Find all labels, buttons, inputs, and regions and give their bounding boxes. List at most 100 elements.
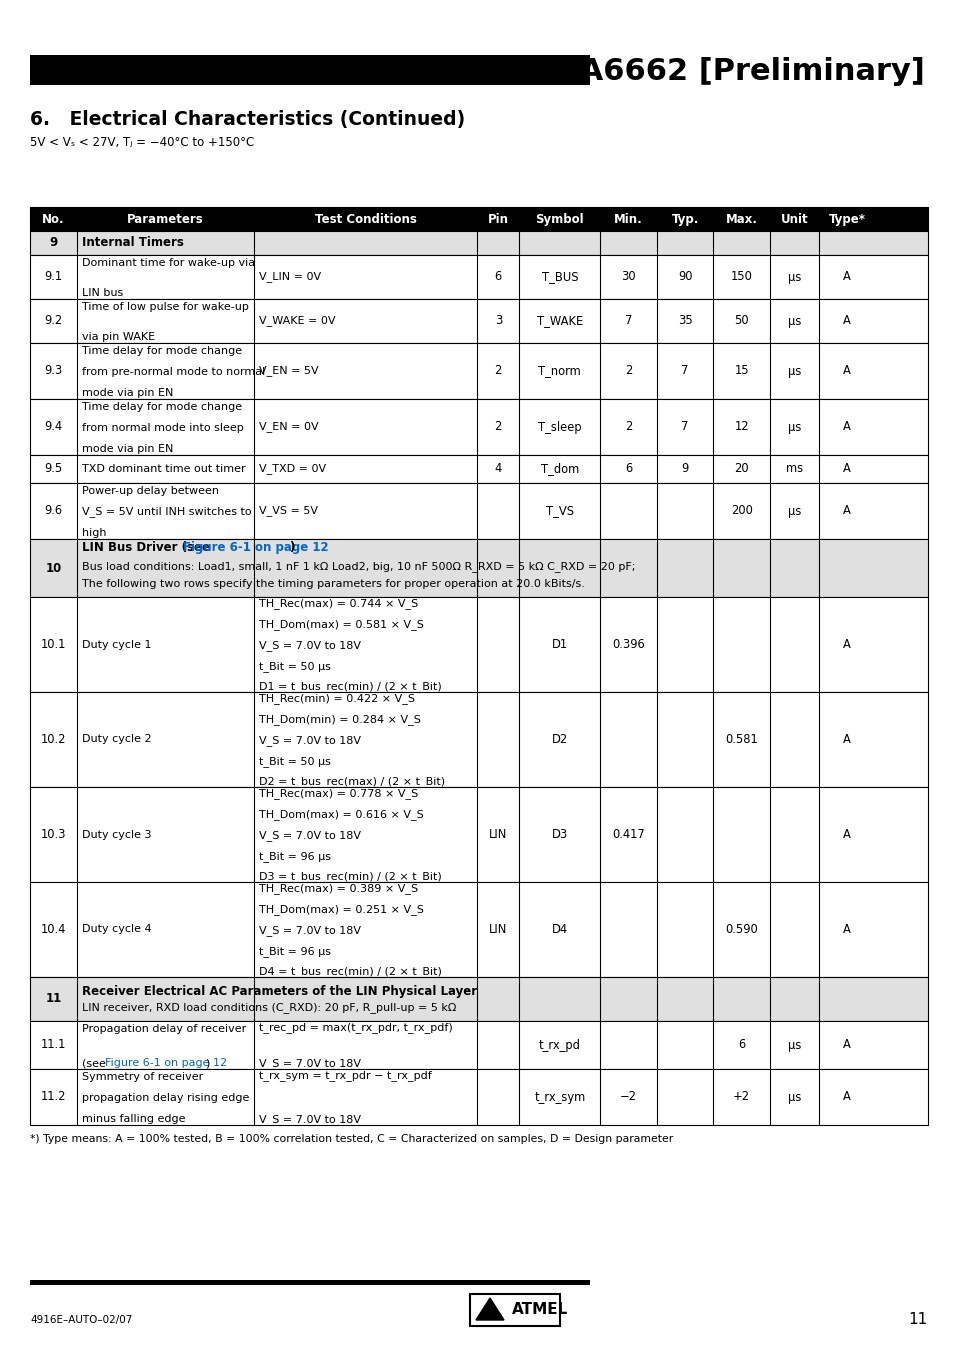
Text: LIN bus: LIN bus [82,288,123,299]
Text: A: A [842,1039,850,1051]
Text: V_S = 7.0V to 18V: V_S = 7.0V to 18V [259,735,361,746]
Bar [30,255,927,299]
Text: Duty cycle 4: Duty cycle 4 [82,924,152,935]
Text: 3: 3 [494,315,501,327]
Text: mode via pin EN: mode via pin EN [82,444,172,454]
Bar [30,882,927,977]
Text: 9.5: 9.5 [44,462,62,476]
Text: 11.1: 11.1 [41,1039,66,1051]
Bar [30,484,927,539]
Text: T_WAKE: T_WAKE [537,315,582,327]
Bar [470,1294,559,1325]
Text: t_rec_pd = max(t_rx_pdr, t_rx_pdf): t_rec_pd = max(t_rx_pdr, t_rx_pdf) [259,1023,453,1034]
Text: Symbol: Symbol [535,213,583,226]
Text: 9.3: 9.3 [44,365,62,377]
Bar [30,692,927,788]
Text: Internal Timers: Internal Timers [82,236,183,250]
Bar [30,399,927,455]
Text: 35: 35 [677,315,692,327]
Text: 9.2: 9.2 [44,315,62,327]
Text: 2: 2 [494,365,501,377]
Text: Dominant time for wake-up via: Dominant time for wake-up via [82,258,254,267]
Bar [30,882,927,977]
Text: Max.: Max. [725,213,757,226]
Text: μs: μs [787,270,801,284]
Text: V_S = 7.0V to 18V: V_S = 7.0V to 18V [259,830,361,840]
Text: 0.590: 0.590 [724,923,758,936]
Text: from pre-normal mode to normal: from pre-normal mode to normal [82,367,265,377]
Text: *) Type means: A = 100% tested, B = 100% correlation tested, C = Characterized o: *) Type means: A = 100% tested, B = 100%… [30,1133,673,1144]
Bar [30,692,927,788]
Text: A: A [842,270,850,284]
Text: high: high [82,528,106,538]
Text: 0.581: 0.581 [724,734,758,746]
Text: 0.396: 0.396 [612,638,644,651]
Text: No.: No. [42,213,65,226]
Text: A: A [842,734,850,746]
Text: TH_Dom(max) = 0.581 × V_S: TH_Dom(max) = 0.581 × V_S [259,619,424,630]
Text: V_TXD = 0V: V_TXD = 0V [259,463,326,474]
Text: 2: 2 [624,420,632,434]
Text: 6.   Electrical Characteristics (Continued): 6. Electrical Characteristics (Continued… [30,109,465,128]
Text: D3: D3 [551,828,567,842]
Text: 2: 2 [624,365,632,377]
Text: 7: 7 [680,365,688,377]
Text: V_S = 7.0V to 18V: V_S = 7.0V to 18V [259,925,361,936]
Text: ATMEL: ATMEL [512,1302,568,1317]
Text: Figure 6-1 on page 12: Figure 6-1 on page 12 [183,542,328,554]
Bar [30,299,927,343]
Bar [30,1069,927,1125]
Text: Figure 6-1 on page 12: Figure 6-1 on page 12 [106,1058,228,1069]
Text: ATA6662 [Preliminary]: ATA6662 [Preliminary] [539,57,924,85]
Bar [30,597,927,692]
Text: Pin: Pin [487,213,508,226]
Text: 7: 7 [624,315,632,327]
Text: μs: μs [787,420,801,434]
Bar [30,343,927,399]
Polygon shape [476,1298,503,1320]
Text: T_VS: T_VS [545,504,573,517]
Text: Test Conditions: Test Conditions [314,213,416,226]
Text: V_WAKE = 0V: V_WAKE = 0V [259,316,335,327]
Text: t_Bit = 50 μs: t_Bit = 50 μs [259,755,331,767]
Text: Time delay for mode change: Time delay for mode change [82,346,241,357]
Text: Duty cycle 3: Duty cycle 3 [82,830,151,839]
Text: Symmetry of receiver: Symmetry of receiver [82,1071,203,1082]
Text: 11: 11 [45,993,61,1005]
Text: V_S = 7.0V to 18V: V_S = 7.0V to 18V [259,1059,361,1070]
Text: V_VS = 5V: V_VS = 5V [259,505,318,516]
Text: D2 = t_bus_rec(max) / (2 × t_Bit): D2 = t_bus_rec(max) / (2 × t_Bit) [259,777,445,788]
Text: μs: μs [787,1090,801,1104]
Text: −2: −2 [619,1090,637,1104]
Bar [30,539,927,597]
Bar [30,539,927,597]
Text: 11.2: 11.2 [41,1090,66,1104]
Text: T_norm: T_norm [537,365,580,377]
Bar [30,788,927,882]
Text: 10.4: 10.4 [41,923,66,936]
Text: via pin WAKE: via pin WAKE [82,332,154,342]
Text: A: A [842,828,850,842]
Text: Bus load conditions: Load1, small, 1 nF 1 kΩ Load2, big, 10 nF 500Ω R_RXD = 5 kΩ: Bus load conditions: Load1, small, 1 nF … [82,561,635,571]
Text: 9.4: 9.4 [44,420,62,434]
Text: D4: D4 [551,923,567,936]
Text: Type*: Type* [828,213,864,226]
Text: ): ) [289,542,294,554]
Text: A: A [842,420,850,434]
Text: Typ.: Typ. [671,213,698,226]
Text: minus falling edge: minus falling edge [82,1115,185,1124]
Text: 6: 6 [495,270,501,284]
Text: μs: μs [787,315,801,327]
Text: 20: 20 [734,462,748,476]
Text: TH_Rec(max) = 0.778 × V_S: TH_Rec(max) = 0.778 × V_S [259,789,418,800]
Bar [30,455,927,484]
Text: 15: 15 [734,365,748,377]
Text: D4 = t_bus_rec(min) / (2 × t_Bit): D4 = t_bus_rec(min) / (2 × t_Bit) [259,966,442,978]
Text: 11: 11 [908,1313,927,1328]
Text: A: A [842,504,850,517]
Text: 9: 9 [680,462,688,476]
Text: 12: 12 [734,420,748,434]
Text: TXD dominant time out timer: TXD dominant time out timer [82,463,245,474]
Text: A: A [842,923,850,936]
Text: 30: 30 [620,270,635,284]
